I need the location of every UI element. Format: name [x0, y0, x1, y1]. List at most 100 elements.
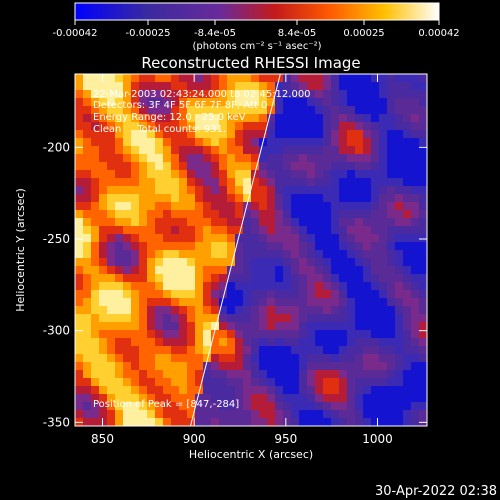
heatmap-cell	[291, 98, 300, 107]
heatmap-cell	[139, 322, 148, 331]
heatmap-cell	[243, 282, 252, 291]
heatmap-cell	[115, 82, 124, 91]
heatmap-cell	[291, 106, 300, 115]
heatmap-cell	[243, 82, 252, 91]
heatmap-cell	[195, 82, 204, 91]
heatmap-cell	[187, 298, 196, 307]
heatmap-cell	[395, 290, 404, 299]
heatmap-cell	[363, 274, 372, 283]
heatmap-cell	[235, 194, 244, 203]
colorbar-tick-label: 0.00042	[418, 28, 459, 39]
heatmap-cell	[315, 258, 324, 267]
heatmap-cell	[267, 386, 276, 395]
heatmap-cell	[363, 106, 372, 115]
heatmap-cell	[83, 410, 92, 419]
heatmap-cell	[355, 394, 364, 403]
heatmap-cell	[379, 282, 388, 291]
heatmap-cell	[147, 394, 156, 403]
heatmap-cell	[355, 298, 364, 307]
heatmap-cell	[75, 410, 84, 419]
heatmap-cell	[179, 306, 188, 315]
colorbar-tick-label: -0.00025	[126, 28, 171, 39]
heatmap-cell	[387, 186, 396, 195]
heatmap-cell	[259, 322, 268, 331]
heatmap-cell	[275, 122, 284, 131]
heatmap-cell	[275, 282, 284, 291]
heatmap-cell	[315, 386, 324, 395]
heatmap-cell	[107, 242, 116, 251]
heatmap-cell	[275, 298, 284, 307]
heatmap-cell	[235, 98, 244, 107]
heatmap-cell	[195, 282, 204, 291]
heatmap-cell	[419, 290, 427, 299]
heatmap-cell	[387, 410, 396, 419]
heatmap-cell	[115, 106, 124, 115]
heatmap-cell	[299, 98, 308, 107]
heatmap-cell	[291, 146, 300, 155]
heatmap-cell	[115, 314, 124, 323]
heatmap-cell	[195, 250, 204, 259]
heatmap-cell	[323, 170, 332, 179]
heatmap-cell	[219, 346, 228, 355]
heatmap-cell	[203, 370, 212, 379]
heatmap-cell	[323, 90, 332, 99]
heatmap-cell	[259, 410, 268, 419]
heatmap-cell	[227, 138, 236, 147]
heatmap-cell	[203, 226, 212, 235]
heatmap-cell	[107, 234, 116, 243]
heatmap-cell	[107, 170, 116, 179]
heatmap-cell	[107, 90, 116, 99]
heatmap-cell	[139, 210, 148, 219]
heatmap-cell	[307, 290, 316, 299]
heatmap-cell	[91, 146, 100, 155]
heatmap-cell	[283, 314, 292, 323]
heatmap-cell	[299, 394, 308, 403]
heatmap-cell	[75, 386, 84, 395]
heatmap-cell	[371, 162, 380, 171]
heatmap-cell	[163, 226, 172, 235]
heatmap-cell	[387, 250, 396, 259]
heatmap-cell	[171, 242, 180, 251]
heatmap-cell	[235, 82, 244, 91]
heatmap-cell	[75, 90, 84, 99]
heatmap-cell	[123, 90, 132, 99]
heatmap-cell	[403, 162, 412, 171]
heatmap-cell	[411, 74, 420, 83]
heatmap-cell	[219, 194, 228, 203]
heatmap-cell	[403, 74, 412, 83]
heatmap-cell	[403, 194, 412, 203]
heatmap-cell	[139, 282, 148, 291]
heatmap-cell	[283, 306, 292, 315]
heatmap-cell	[387, 154, 396, 163]
heatmap-cell	[339, 186, 348, 195]
heatmap-cell	[155, 106, 164, 115]
heatmap-cell	[155, 402, 164, 411]
heatmap-cell	[315, 370, 324, 379]
heatmap-cell	[371, 234, 380, 243]
heatmap-cell	[387, 306, 396, 315]
heatmap-cell	[163, 82, 172, 91]
heatmap-cell	[219, 218, 228, 227]
heatmap-cell	[107, 210, 116, 219]
heatmap-cell	[307, 202, 316, 211]
heatmap-cell	[75, 290, 84, 299]
heatmap-cell	[411, 402, 420, 411]
heatmap-cell	[267, 170, 276, 179]
heatmap-cell	[419, 130, 427, 139]
heatmap-cell	[371, 282, 380, 291]
heatmap-cell	[379, 202, 388, 211]
heatmap-cell	[195, 402, 204, 411]
heatmap-cell	[419, 402, 427, 411]
heatmap-cell	[323, 114, 332, 123]
heatmap-cell	[299, 210, 308, 219]
heatmap-cell	[275, 138, 284, 147]
heatmap-cell	[347, 178, 356, 187]
heatmap-cell	[107, 314, 116, 323]
heatmap-cell	[395, 346, 404, 355]
heatmap-cell	[203, 234, 212, 243]
heatmap-cell	[171, 146, 180, 155]
heatmap-cell	[115, 282, 124, 291]
heatmap-cell	[211, 394, 220, 403]
heatmap-cell	[307, 218, 316, 227]
heatmap-cell	[243, 90, 252, 99]
